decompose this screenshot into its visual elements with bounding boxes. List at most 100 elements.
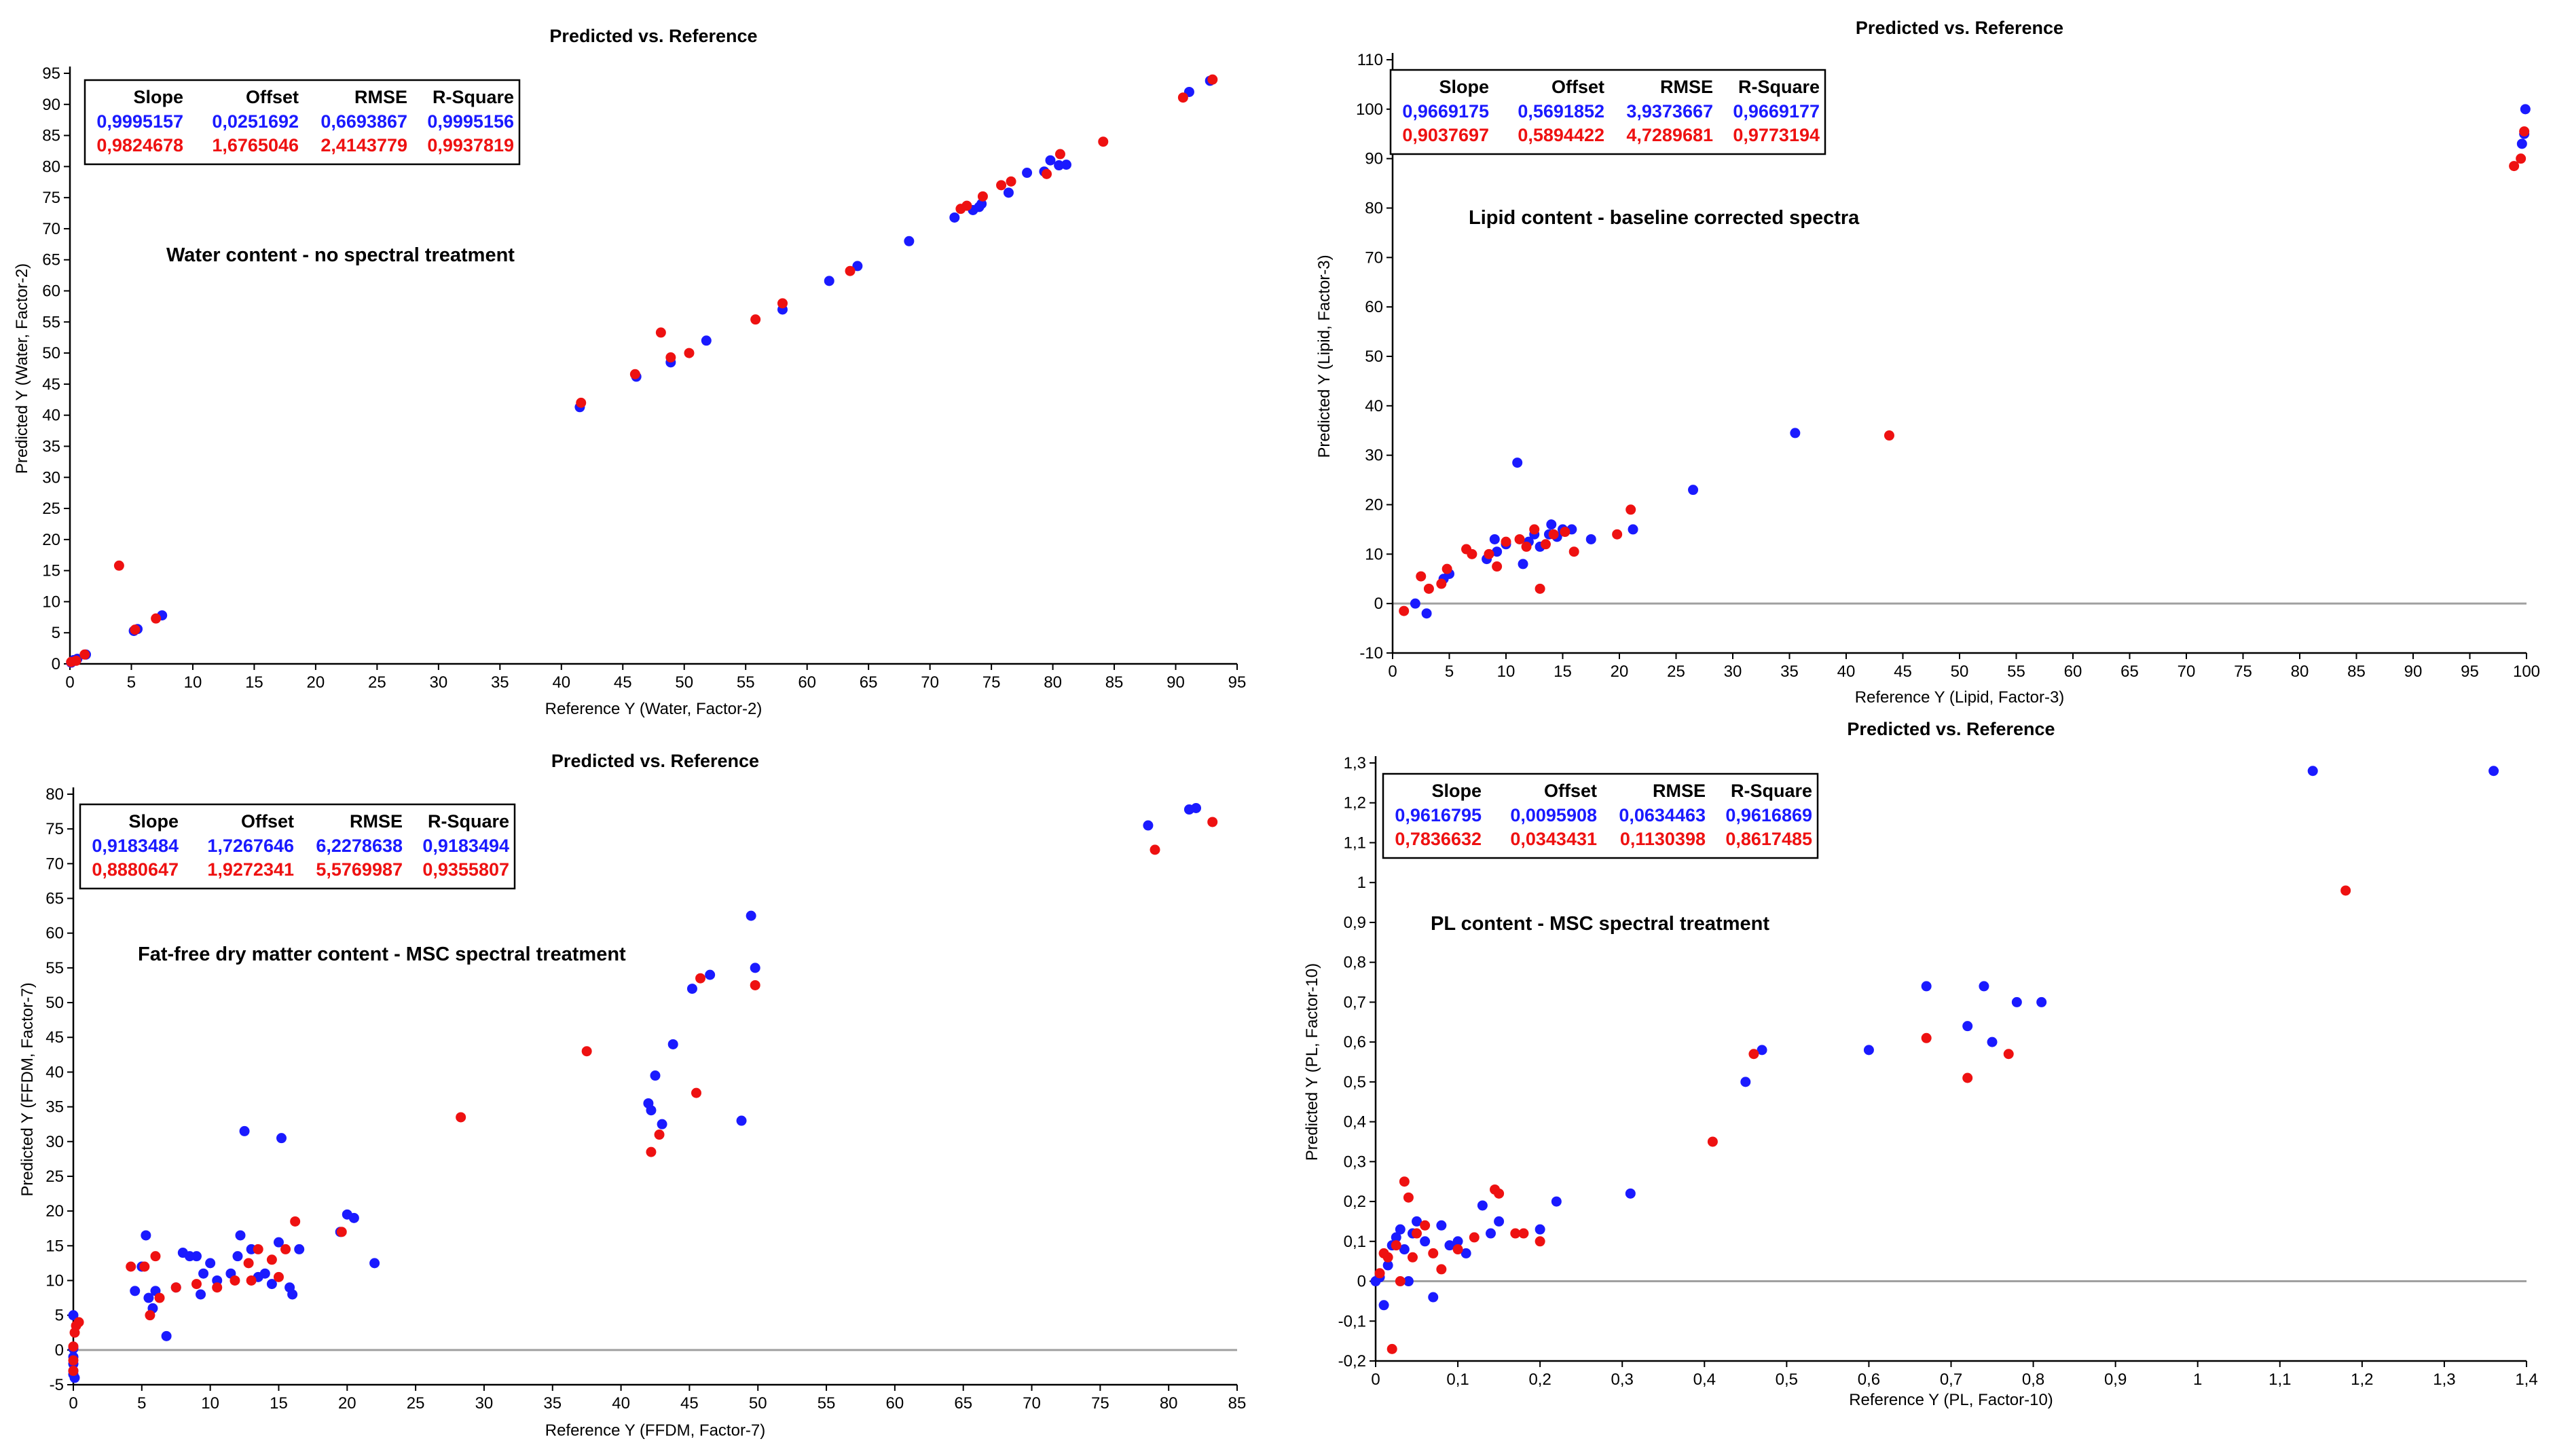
x-tick-label: 0,3 [1611,1370,1634,1389]
data-point-blue [1585,534,1596,544]
x-tick-label: 50 [1951,662,1969,681]
y-tick-label: 80 [1365,200,1383,218]
x-tick-label: 85 [1228,1394,1247,1413]
data-point-red [777,298,788,309]
data-point-red [1207,74,1218,85]
data-point-blue [198,1268,209,1279]
x-tick-label: 0,1 [1446,1370,1469,1389]
data-point-red [1540,539,1551,550]
y-axis-label: Predicted Y (Water, Factor-2) [13,263,31,474]
stats-header: Slope [128,811,179,832]
x-tick-label: 30 [429,673,447,692]
data-point-red [1521,541,1532,552]
x-tick-label: 75 [2234,662,2252,681]
y-tick-label: -0,1 [1338,1312,1366,1330]
stats-value-blue: 0,9183484 [92,836,179,856]
stats-value-red: 2,4143779 [320,135,407,155]
y-tick-label: 30 [45,1133,64,1151]
stats-value-red: 4,7289681 [1626,125,1713,145]
data-point-red [229,1275,240,1286]
y-tick-label: 0,4 [1344,1113,1366,1132]
x-tick-label: 15 [270,1394,288,1413]
x-tick-label: 5 [137,1394,146,1413]
data-point-blue [1477,1200,1488,1211]
data-point-red [1492,561,1503,572]
stats-header: Offset [246,87,299,107]
data-point-red [1884,430,1894,441]
x-tick-label: 1 [2193,1370,2202,1389]
data-point-red [1748,1049,1759,1060]
stats-header: RMSE [1660,77,1713,97]
data-point-blue [736,1115,747,1126]
y-tick-label: 85 [42,127,60,145]
x-tick-label: 35 [1780,662,1799,681]
data-point-blue [273,1237,284,1248]
x-tick-label: 50 [675,673,693,692]
data-point-blue [1688,485,1699,496]
stats-value-blue: 0,9616795 [1395,805,1482,825]
x-tick-label: 0,9 [2104,1370,2127,1389]
data-point-blue [348,1212,359,1223]
data-point-blue [143,1292,154,1303]
data-point-blue [1444,1240,1455,1251]
y-tick-label: 25 [45,1168,64,1186]
stats-header: Offset [1551,77,1604,97]
x-axis-label: Reference Y (Water, Factor-2) [545,700,763,718]
data-point-blue [239,1125,250,1136]
x-tick-label: 40 [552,673,570,692]
y-tick-label: 0,2 [1344,1193,1366,1211]
stats-header: R-Square [1731,781,1812,801]
y-tick-label: 1,1 [1344,834,1366,852]
data-point-red [996,180,1007,191]
data-point-blue [1420,1236,1431,1247]
x-tick-label: 0,8 [2022,1370,2044,1389]
y-tick-label: 15 [42,562,60,580]
stats-value-red: 0,7836632 [1395,829,1482,849]
data-point-blue [646,1105,657,1116]
data-point-blue [276,1133,287,1144]
data-point-red [126,1261,136,1272]
data-point-red [2516,153,2527,164]
data-point-red [1042,168,1052,179]
stats-table-border [84,79,521,166]
x-tick-label: 5 [1445,662,1454,681]
data-point-blue [141,1230,151,1241]
data-point-red [1436,578,1447,589]
y-tick-label: -0,2 [1338,1352,1366,1370]
stats-header: RMSE [350,811,403,832]
y-tick-label: 15 [45,1237,64,1255]
data-point-red [1428,1248,1439,1258]
data-point-red [1921,1032,1932,1043]
data-point-blue [1003,187,1014,198]
stats-header: R-Square [1738,77,1820,97]
data-point-red [646,1146,657,1157]
data-point-red [1518,1228,1529,1239]
data-point-red [1382,1252,1393,1263]
data-point-red [1625,504,1636,515]
data-point-red [684,348,695,358]
data-point-blue [1757,1045,1767,1056]
chart-panel-4: Predicted vs. Reference 0 0,1 0,2 0,3 0,4 0,5 0… [1303,719,2538,1409]
x-tick-label: 80 [1160,1394,1178,1413]
data-point-blue [1399,1244,1410,1255]
data-point-red [1548,529,1559,540]
data-point-red [1416,571,1427,582]
x-tick-label: 90 [2404,662,2423,681]
data-point-blue [1412,1216,1422,1227]
y-tick-label: 35 [45,1098,64,1117]
data-point-red [691,1087,701,1098]
data-point-blue [1546,519,1557,530]
y-tick-label: 0 [52,655,60,673]
data-point-red [139,1261,150,1272]
data-point-red [68,1355,79,1366]
x-tick-label: 0,7 [1940,1370,1962,1389]
chart-annotation: Lipid content - baseline corrected spect… [1469,207,1860,229]
data-point-blue [1436,1220,1447,1231]
data-point-blue [2307,766,2318,777]
stats-value-blue: 0,9995156 [427,111,514,132]
data-point-blue [1979,981,1989,992]
data-point-red [253,1244,263,1254]
data-point-red [977,191,988,202]
data-point-red [1560,527,1570,538]
data-point-red [170,1282,181,1293]
